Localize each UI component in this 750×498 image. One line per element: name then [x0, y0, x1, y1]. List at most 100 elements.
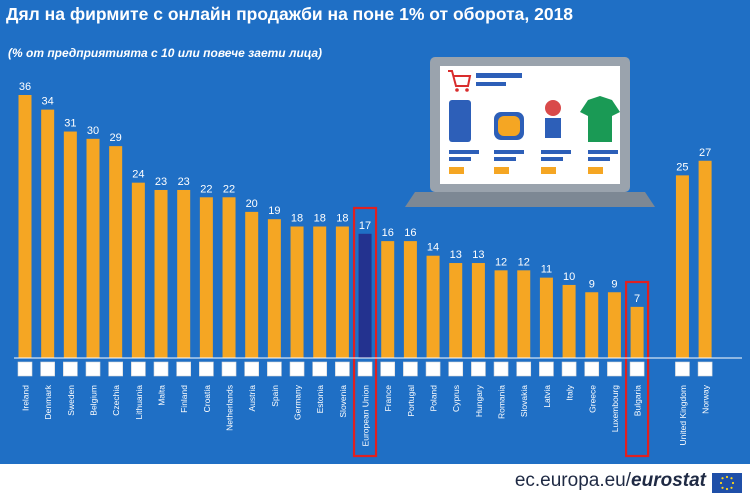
flag-malta-icon — [153, 361, 169, 377]
bar-italy — [562, 284, 576, 358]
value-label-european-union: 17 — [359, 220, 371, 232]
bar-sweden — [63, 131, 77, 358]
value-label-croatia: 22 — [200, 183, 212, 195]
value-label-slovakia: 12 — [518, 256, 530, 268]
flag-european-union-icon — [357, 361, 373, 377]
flag-slovakia-icon — [516, 361, 532, 377]
category-label-finland: Finland — [179, 385, 189, 413]
category-label-italy: Italy — [565, 384, 575, 400]
flag-greece-icon — [584, 361, 600, 377]
flag-bulgaria-icon — [629, 361, 645, 377]
laptop-base — [405, 192, 655, 207]
value-label-sweden: 31 — [64, 118, 76, 130]
bar-ireland — [18, 95, 32, 358]
product-price-line — [494, 150, 524, 154]
flag-italy-icon — [561, 361, 577, 377]
source-brand: eurostat — [631, 470, 706, 491]
flag-estonia-icon — [312, 361, 328, 377]
flag-france-icon — [380, 361, 396, 377]
source-credit[interactable]: ec.europa.eu/eurostat — [515, 470, 706, 492]
bar-malta — [154, 189, 168, 358]
bar-spain — [267, 219, 281, 358]
bar-norway — [698, 160, 712, 358]
product-price-line — [449, 157, 471, 161]
bar-hungary — [471, 263, 485, 358]
value-label-greece: 9 — [589, 278, 595, 290]
product-price-line — [449, 150, 479, 154]
bar-bulgaria — [630, 306, 644, 358]
flag-ireland-icon — [17, 361, 33, 377]
bar-cyprus — [449, 263, 463, 358]
flag-belgium-icon — [85, 361, 101, 377]
category-label-netherlands: Netherlands — [225, 385, 235, 431]
perfume-label — [498, 116, 520, 136]
flag-spain-icon — [267, 361, 282, 377]
bar-latvia — [539, 277, 553, 358]
value-label-france: 16 — [382, 227, 394, 239]
category-label-greece: Greece — [587, 385, 597, 413]
bar-croatia — [199, 197, 213, 358]
category-label-slovenia: Slovenia — [338, 385, 348, 418]
bar-european-union — [358, 233, 372, 358]
category-label-germany: Germany — [293, 384, 303, 420]
category-label-czechia: Czechia — [111, 385, 121, 416]
category-label-estonia: Estonia — [315, 385, 325, 414]
value-label-hungary: 13 — [472, 249, 484, 261]
flag-luxembourg-icon — [607, 361, 622, 377]
product-price-line — [541, 157, 563, 161]
bar-greece — [585, 292, 599, 358]
screen-line — [476, 73, 522, 78]
flag-sweden-icon — [63, 361, 78, 377]
product-price-line — [494, 157, 516, 161]
category-label-sweden: Sweden — [66, 385, 76, 416]
bar-germany — [290, 226, 304, 358]
laptop-icon — [405, 57, 655, 207]
value-label-slovenia: 18 — [336, 213, 348, 225]
bar-slovenia — [335, 226, 349, 358]
buy-button-icon — [449, 167, 464, 174]
tshirt-product-icon — [580, 96, 620, 142]
flag-poland-icon — [425, 361, 441, 377]
flag-romania-icon — [493, 361, 509, 377]
highlight-box-bulgaria — [624, 280, 650, 458]
value-label-germany: 18 — [291, 213, 303, 225]
bar-estonia — [313, 226, 327, 358]
value-label-norway: 27 — [699, 147, 711, 159]
flag-latvia-icon — [539, 361, 554, 377]
coffee-cup — [545, 118, 561, 138]
value-label-czechia: 29 — [110, 132, 122, 144]
value-label-latvia: 11 — [541, 264, 552, 276]
bar-lithuania — [131, 182, 145, 358]
flag-austria-icon — [244, 361, 259, 377]
value-label-spain: 19 — [268, 205, 280, 217]
category-label-hungary: Hungary — [474, 384, 484, 417]
bar-luxembourg — [607, 292, 621, 358]
category-label-norway: Norway — [701, 384, 711, 414]
shopping-cart-icon — [448, 70, 472, 92]
category-label-belgium: Belgium — [89, 385, 99, 416]
bar-chart: 36 Ireland 34 Denmark 31 Sweden 30 Belgium 29 Cze… — [14, 57, 742, 458]
value-label-finland: 23 — [178, 176, 190, 188]
category-label-luxembourg: Luxembourg — [610, 385, 620, 433]
category-label-austria: Austria — [247, 385, 257, 412]
category-label-malta: Malta — [157, 385, 167, 406]
chart-panel: Дял на фирмите с онлайн продажби на поне… — [0, 0, 750, 464]
coffee-machine-icon — [545, 100, 561, 116]
screen-line — [476, 82, 506, 86]
bar-finland — [177, 189, 191, 358]
phone-product-icon — [449, 100, 471, 142]
value-label-bulgaria: 7 — [634, 293, 640, 305]
cart-wheel-right — [465, 88, 469, 92]
category-label-bulgaria: Bulgaria — [633, 385, 643, 416]
flag-germany-icon — [289, 361, 305, 377]
category-label-croatia: Croatia — [202, 385, 212, 413]
flag-denmark-icon — [40, 361, 55, 377]
bar-france — [381, 241, 395, 358]
value-label-netherlands: 22 — [223, 183, 235, 195]
bar-denmark — [41, 109, 55, 358]
buy-button-icon — [588, 167, 603, 174]
category-label-spain: Spain — [270, 385, 280, 407]
source-site: ec.europa.eu/ — [514, 470, 632, 491]
buy-button-icon — [541, 167, 556, 174]
